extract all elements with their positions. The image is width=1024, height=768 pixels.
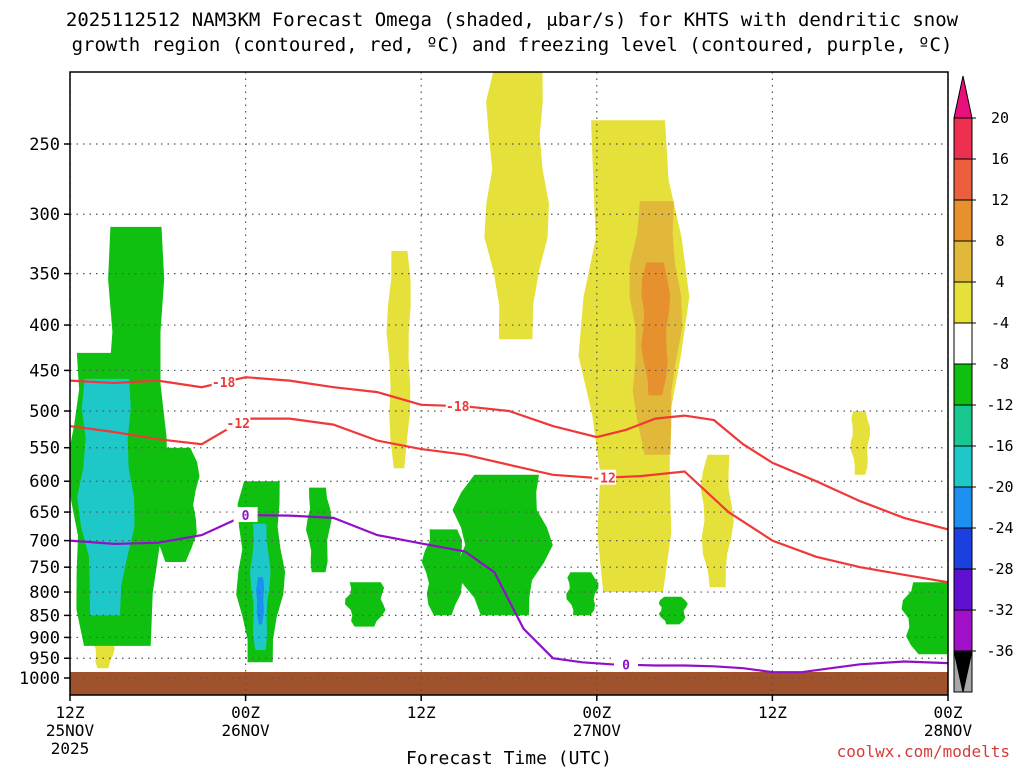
omega-regions: [70, 72, 948, 669]
omega-region-21: [256, 577, 265, 625]
omega-region-3: [700, 454, 734, 588]
freezing-level-label-bg-0: [233, 507, 258, 523]
x-axis-title: Forecast Time (UTC): [406, 748, 612, 768]
y-tick-label-850: 850: [29, 606, 60, 626]
freezing-level-label-bg-1: [614, 656, 639, 672]
y-tick-label-750: 750: [29, 558, 60, 578]
dgz-minus18-label-bg-0: [211, 374, 236, 390]
credit-text: coolwx.com/modelts: [836, 742, 1010, 761]
omega-region-7: [641, 262, 671, 396]
y-tick-label-300: 300: [29, 205, 60, 225]
omega-region-4: [850, 411, 871, 475]
x-tick-date-36: 27NOV: [573, 721, 622, 740]
colorbar-bin-8: [953, 445, 973, 488]
colorbar-label-11: -28: [986, 560, 1013, 578]
y-tick-label-250: 250: [29, 135, 60, 155]
colorbar-bin-2: [953, 199, 973, 242]
x-tick-label-24: 12Z: [407, 703, 436, 722]
colorbar-label-10: -24: [986, 519, 1013, 537]
omega-region-13: [421, 529, 462, 616]
y-tick-label-800: 800: [29, 583, 60, 603]
colorbar-bin-6: [953, 363, 973, 406]
colorbar-label-7: -12: [986, 396, 1013, 414]
colorbar-bin-9: [953, 486, 973, 529]
omega-region-10: [150, 447, 200, 562]
omega-region-17: [901, 582, 948, 655]
omega-region-14: [452, 474, 553, 616]
colorbar-label-2: 12: [991, 191, 1009, 209]
omega-region-16: [345, 582, 386, 627]
x-tick-label-0: 12Z: [56, 703, 85, 722]
freezing-level-label-0: 0: [242, 509, 250, 524]
colorbar-label-6: -8: [991, 355, 1009, 373]
colorbar: 20 16 12 8 4 -4 -8 -12 -16 -20 -24 -28 -32 -36: [953, 75, 1014, 693]
colorbar-label-0: 20: [991, 109, 1009, 127]
x-tick-label-36: 00Z: [582, 703, 611, 722]
chart-title-line-2: growth region (contoured, red, ºC) and f…: [71, 34, 953, 56]
x-tick-date-12: 26NOV: [222, 721, 271, 740]
dgz-minus18-label-0: -18: [212, 376, 236, 391]
colorbar-label-5: -4: [991, 314, 1009, 332]
omega-region-18: [658, 596, 688, 625]
colorbar-label-4: 4: [995, 273, 1004, 291]
y-tick-label-400: 400: [29, 316, 60, 336]
colorbar-bin-1: [953, 158, 973, 201]
y-tick-label-950: 950: [29, 649, 60, 669]
plot-border: [69, 71, 949, 696]
omega-shading-layer: [70, 72, 948, 695]
colorbar-label-3: 8: [995, 232, 1004, 250]
colorbar-label-13: -36: [986, 642, 1013, 660]
ground-fill: [70, 672, 948, 695]
colorbar-label-12: -32: [986, 601, 1013, 619]
omega-region-2: [386, 250, 411, 469]
y-tick-label-650: 650: [29, 503, 60, 523]
colorbar-label-8: -16: [986, 437, 1013, 455]
colorbar-bottom-triangle: [953, 650, 973, 693]
y-tick-label-550: 550: [29, 439, 60, 459]
dgz-minus18-label-1: -18: [446, 400, 470, 415]
chart-title-line-1: 2025112512 NAM3KM Forecast Omega (shaded…: [65, 9, 959, 31]
omega-region-0: [484, 72, 549, 340]
dgz-minus12-label-0: -12: [227, 417, 250, 432]
x-tick-label-48: 12Z: [758, 703, 787, 722]
freezing-level-label-1: 0: [622, 659, 630, 674]
y-tick-label-700: 700: [29, 532, 60, 552]
x-tick-label-12: 00Z: [231, 703, 260, 722]
x-tick-date-60: 28NOV: [924, 721, 973, 740]
dgz-minus12-label-1: -12: [592, 472, 615, 487]
colorbar-bin-7: [953, 404, 973, 447]
colorbar-bin-12: [953, 609, 973, 652]
x-tick-label-60: 00Z: [934, 703, 963, 722]
colorbar-bin-5: [953, 322, 973, 365]
colorbar-label-1: 16: [991, 150, 1009, 168]
y-tick-label-450: 450: [29, 361, 60, 381]
colorbar-bin-4: [953, 281, 973, 324]
omega-region-15: [566, 572, 599, 616]
y-tick-label-350: 350: [29, 265, 60, 285]
dgz-minus12-label-bg-0: [226, 415, 251, 431]
colorbar-label-9: -20: [986, 478, 1013, 496]
dgz-minus18-label-bg-1: [445, 398, 470, 414]
dgz-minus12-label-bg-1: [592, 469, 617, 485]
contour-layer: -18 -18 -12 -12 0 0: [70, 374, 948, 674]
dgz-minus12-line: [70, 417, 948, 584]
x-tick-date-0: 25NOV: [46, 721, 95, 740]
omega-region-19: [77, 378, 135, 616]
colorbar-bin-10: [953, 527, 973, 570]
colorbar-bin-3: [953, 240, 973, 283]
colorbar-bin-0: [953, 117, 973, 160]
y-tick-label-500: 500: [29, 402, 60, 422]
omega-region-12: [306, 487, 332, 573]
y-tick-label-900: 900: [29, 628, 60, 648]
y-tick-label-1000: 1000: [19, 669, 60, 689]
axes-layer: 2503003504004505005506006507007508008509…: [19, 71, 973, 768]
colorbar-top-triangle: [953, 75, 973, 119]
y-tick-label-600: 600: [29, 472, 60, 492]
x-tick-year-0: 2025: [51, 739, 90, 758]
colorbar-bin-11: [953, 568, 973, 611]
